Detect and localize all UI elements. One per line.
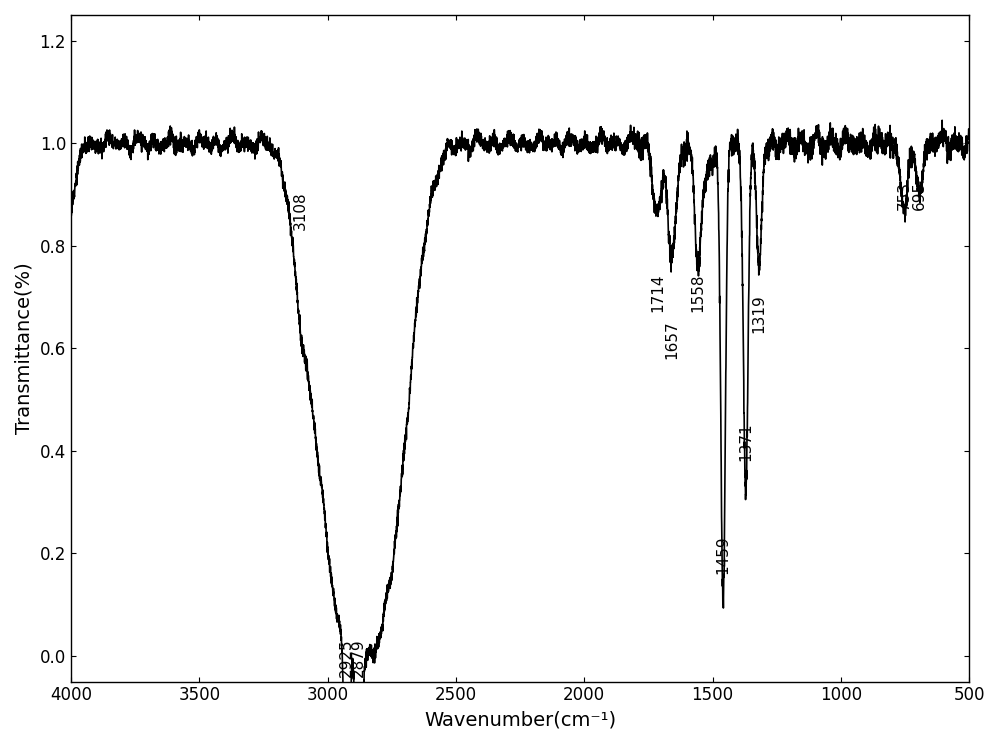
Text: 1558: 1558 — [690, 274, 705, 312]
Text: 753: 753 — [897, 181, 912, 210]
Text: 1319: 1319 — [752, 294, 767, 333]
X-axis label: Wavenumber(cm⁻¹): Wavenumber(cm⁻¹) — [424, 710, 616, 729]
Text: 2879: 2879 — [351, 639, 366, 678]
Text: 695: 695 — [912, 181, 927, 210]
Text: 2925: 2925 — [339, 639, 354, 678]
Text: 1459: 1459 — [716, 535, 731, 574]
Text: 1371: 1371 — [738, 423, 753, 461]
Text: 3108: 3108 — [292, 192, 307, 231]
Text: 1714: 1714 — [650, 274, 665, 312]
Text: 1657: 1657 — [665, 320, 680, 359]
Y-axis label: Transmittance(%): Transmittance(%) — [15, 263, 34, 434]
